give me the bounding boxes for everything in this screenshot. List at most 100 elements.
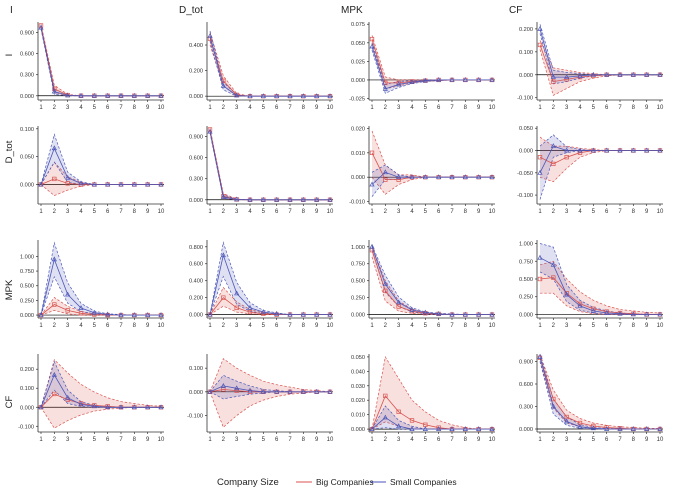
x-tick-label: 5 <box>262 209 266 215</box>
small-companies-point <box>118 404 124 410</box>
panel-D_tot-MPK: -0.010 0.000 0.010 0.020 1 2 3 4 5 6 7 8 9 10 <box>349 126 496 215</box>
x-tick-label: 7 <box>618 437 622 443</box>
x-tick-label: 1 <box>39 323 43 329</box>
x-tick-label: 2 <box>222 437 226 443</box>
y-tick-label: 0.250 <box>351 296 365 302</box>
big-companies-point <box>551 161 556 167</box>
small-companies-point <box>489 311 495 317</box>
x-tick-label: 8 <box>133 437 137 443</box>
y-tick-label: 0.500 <box>20 284 34 290</box>
big-companies-ci-band <box>41 297 161 316</box>
y-tick-label: 0.000 <box>189 198 203 204</box>
x-tick-label: 4 <box>248 323 252 329</box>
x-tick-label: 6 <box>275 105 279 111</box>
y-tick-label: 0.500 <box>519 277 533 283</box>
big-companies-ci-band <box>372 356 492 430</box>
panel-I-D_tot: 0.000 0.200 0.400 1 2 3 4 5 6 7 8 9 10 <box>189 22 334 111</box>
x-tick-label: 10 <box>327 105 334 111</box>
x-tick-label: 4 <box>248 105 252 111</box>
small-companies-ci-band <box>210 130 330 200</box>
small-companies-point <box>396 299 402 305</box>
x-tick-label: 8 <box>133 323 137 329</box>
small-companies-point <box>550 143 556 148</box>
small-companies-point <box>51 88 57 94</box>
y-tick-label: 0.100 <box>20 386 34 392</box>
x-tick-label: 2 <box>384 323 388 329</box>
x-tick-label: 8 <box>464 209 468 215</box>
y-tick-label: 0.000 <box>519 312 533 318</box>
x-tick-label: 10 <box>489 209 496 215</box>
big-companies-upper-bound <box>40 359 162 408</box>
small-companies-point <box>436 174 442 180</box>
big-companies-point <box>65 308 70 313</box>
x-tick-label: 10 <box>327 209 334 215</box>
y-tick-label: 0.000 <box>20 183 34 189</box>
y-tick-label: 0.050 <box>519 126 533 132</box>
small-companies-lower-bound <box>539 361 660 430</box>
small-companies-point <box>91 181 97 187</box>
small-companies-point <box>630 71 636 77</box>
big-companies-point <box>38 23 44 28</box>
x-tick-label: 8 <box>133 105 137 111</box>
small-companies-line <box>40 374 161 408</box>
small-companies-point <box>234 92 240 98</box>
small-companies-point <box>550 74 556 79</box>
small-companies-ci-band <box>540 134 660 200</box>
x-tick-label: 8 <box>464 105 468 111</box>
big-companies-point <box>52 391 57 397</box>
small-companies-point <box>207 388 213 394</box>
small-companies-point <box>145 92 151 98</box>
y-tick-label: 0.010 <box>351 413 365 419</box>
small-companies-point <box>131 181 137 187</box>
x-tick-label: 2 <box>53 323 57 329</box>
x-tick-label: 9 <box>315 105 319 111</box>
small-companies-point <box>158 92 164 98</box>
small-companies-point <box>131 312 137 317</box>
x-tick-label: 6 <box>605 437 609 443</box>
y-tick-label: 0.200 <box>519 27 533 33</box>
small-companies-point <box>422 426 428 431</box>
column-label: I <box>10 5 13 16</box>
x-tick-label: 4 <box>578 323 582 329</box>
small-companies-point <box>617 71 623 77</box>
small-companies-point <box>409 426 415 431</box>
y-tick-label: 0.000 <box>20 405 34 411</box>
small-companies-ci-band <box>41 26 161 96</box>
small-companies-point <box>274 196 280 202</box>
big-companies-point <box>537 276 543 282</box>
small-companies-point <box>449 426 455 431</box>
y-tick-label: 0.200 <box>20 367 34 373</box>
small-companies-point <box>462 174 468 180</box>
small-companies-point <box>220 382 226 388</box>
small-companies-line <box>209 253 330 315</box>
x-tick-label: 5 <box>262 437 266 443</box>
big-companies-lower-bound <box>539 361 660 430</box>
small-companies-point <box>287 93 293 99</box>
small-companies-point <box>550 403 556 409</box>
x-tick-label: 3 <box>235 323 239 329</box>
small-companies-ci-band <box>41 361 161 408</box>
y-tick-label: -0.100 <box>18 424 34 430</box>
small-companies-point <box>65 394 71 400</box>
big-companies-upper-bound <box>40 161 161 185</box>
small-companies-point <box>630 426 636 431</box>
x-tick-label: 5 <box>424 209 428 215</box>
small-companies-point <box>617 147 623 153</box>
panel-MPK-I: 0.000 0.250 0.500 0.750 1.000 1 2 3 4 5 6 7 8 9 10 <box>20 240 165 329</box>
small-companies-point <box>314 93 320 99</box>
y-tick-label: 0.000 <box>351 427 365 433</box>
x-tick-label: 7 <box>618 323 622 329</box>
y-tick-label: 1.000 <box>351 245 365 251</box>
y-tick-label: -0.010 <box>349 200 365 206</box>
panel-CF-I: -0.100 0.000 0.100 0.200 1 2 3 4 5 6 7 8 9 10 <box>18 354 165 443</box>
x-tick-label: 6 <box>106 323 110 329</box>
small-companies-point <box>644 147 650 153</box>
big-companies-point <box>234 305 239 310</box>
y-tick-label: 0.000 <box>351 78 365 84</box>
big-companies-point <box>537 155 543 160</box>
small-companies-point <box>422 77 428 83</box>
y-tick-label: 0.400 <box>189 43 203 49</box>
x-tick-label: 3 <box>565 323 569 329</box>
small-companies-point <box>287 388 293 394</box>
big-companies-upper-bound <box>539 354 660 429</box>
